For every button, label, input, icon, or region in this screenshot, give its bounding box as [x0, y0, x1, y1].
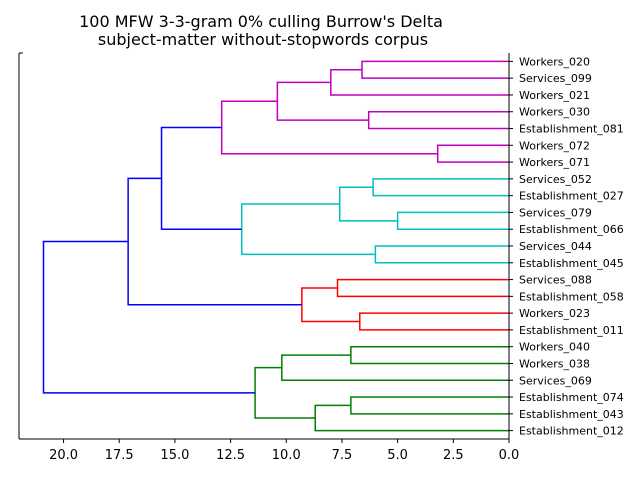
- leaf-label: Workers_040: [519, 341, 590, 354]
- dendrogram-link-m9: [338, 186, 398, 222]
- leaf-label: Services_069: [519, 374, 592, 387]
- leaf-label: Services_088: [519, 274, 592, 287]
- x-tick-label: 17.5: [105, 448, 134, 463]
- leaf-label: Workers_038: [519, 357, 590, 370]
- leaf-label: Workers_072: [519, 139, 590, 152]
- dendrogram-link-m17: [350, 345, 509, 365]
- x-axis: 20.0 17.5 15.0 12.5 10.0 7.5 5.0 2.5 0.0: [49, 439, 519, 463]
- dendrogram-link-m21: [254, 366, 316, 419]
- leaf-labels: Workers_020 Services_099 Workers_021 Worker…: [509, 55, 624, 438]
- dendrogram-link-m8: [396, 211, 509, 230]
- dendrogram-link-m15: [301, 287, 360, 323]
- x-tick-label: 10.0: [272, 448, 301, 463]
- dendrogram-link-m14: [359, 312, 509, 331]
- x-tick-label: 7.5: [332, 448, 353, 463]
- dendrogram-link-m2: [330, 69, 509, 96]
- dendrogram-links: [42, 60, 509, 432]
- leaf-label: Establishment_058: [519, 290, 624, 303]
- leaf-label: Establishment_011: [519, 324, 624, 337]
- leaf-label: Workers_021: [519, 89, 590, 102]
- dendrogram-link-m18: [281, 354, 509, 382]
- leaf-label: Establishment_081: [519, 123, 624, 136]
- x-tick-label: 2.5: [443, 448, 464, 463]
- dendrogram-link-m10: [374, 245, 509, 264]
- dendrogram-link-m20: [314, 404, 509, 432]
- dendrogram-link-m11: [240, 203, 376, 256]
- leaf-label: Workers_020: [519, 55, 590, 68]
- leaf-label: Services_099: [519, 72, 592, 85]
- x-tick-label: 12.5: [216, 448, 245, 463]
- leaf-label: Establishment_012: [519, 425, 624, 438]
- dendrogram-link-m12: [160, 126, 242, 230]
- leaf-label: Establishment_066: [519, 223, 624, 236]
- leaf-label: Services_044: [519, 240, 592, 253]
- dendrogram-link-m4: [276, 81, 369, 121]
- leaf-label: Workers_023: [519, 307, 590, 320]
- dendrogram-link-m13: [336, 278, 509, 298]
- leaf-label: Services_052: [519, 173, 592, 186]
- dendrogram-link-m22: [42, 240, 256, 394]
- x-tick-label: 0.0: [499, 448, 520, 463]
- chart-title-line-2: subject-matter without-stopwords corpus: [98, 30, 428, 49]
- dendrogram-link-m16: [127, 177, 302, 306]
- leaf-label: Establishment_074: [519, 391, 624, 404]
- leaf-label: Establishment_045: [519, 257, 624, 270]
- leaf-label: Establishment_027: [519, 190, 624, 203]
- leaf-label: Workers_030: [519, 106, 590, 119]
- leaf-label: Workers_071: [519, 156, 590, 169]
- dendrogram-link-m1: [361, 60, 509, 79]
- chart-title-line-1: 100 MFW 3-3-gram 0% culling Burrow's Del…: [79, 12, 443, 31]
- dendrogram-link-m6: [220, 100, 438, 155]
- leaf-label: Services_079: [519, 206, 592, 219]
- x-tick-label: 20.0: [49, 448, 78, 463]
- dendrogram-link-m7: [372, 178, 509, 197]
- dendrogram-link-m3: [367, 110, 509, 130]
- x-tick-label: 5.0: [387, 448, 408, 463]
- dendrogram-link-m19: [350, 396, 509, 415]
- x-tick-label: 15.0: [160, 448, 189, 463]
- dendrogram-link-m5: [436, 144, 509, 163]
- leaf-label: Establishment_043: [519, 408, 624, 421]
